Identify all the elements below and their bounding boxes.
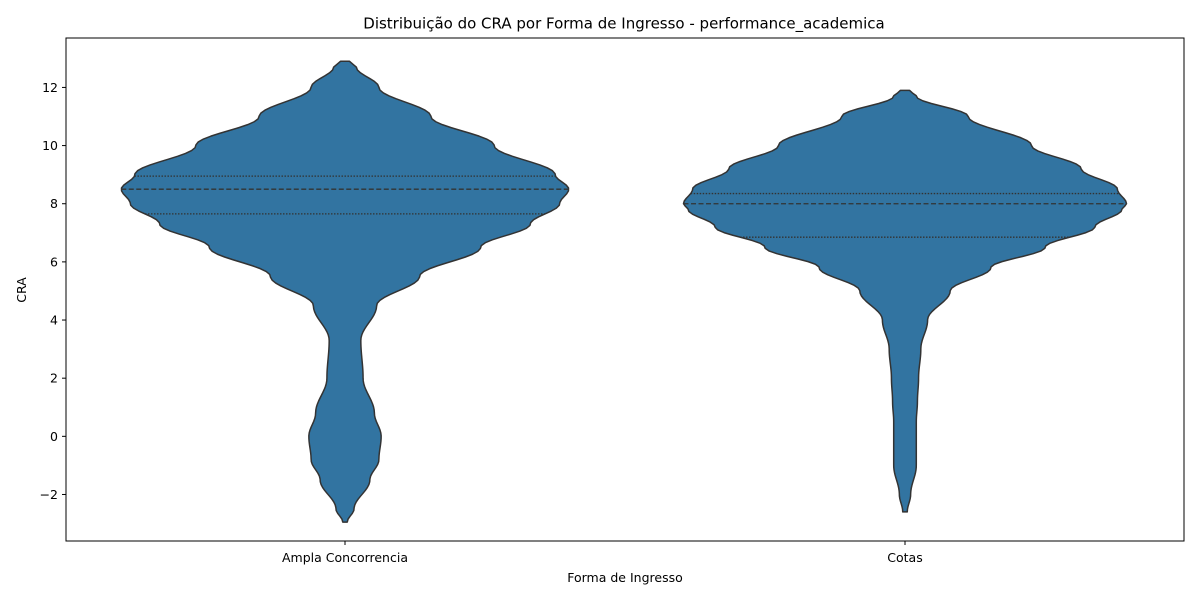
violins-layer: [120, 60, 1128, 523]
y-tick-label: 4: [50, 313, 58, 328]
violin-ampla-concorrencia: [120, 60, 570, 523]
y-tick-label: 6: [50, 254, 58, 269]
x-axis: Ampla Concorrencia Cotas: [282, 541, 923, 565]
y-tick-label: −2: [40, 487, 58, 502]
y-tick-label: 12: [42, 80, 58, 95]
plot-frame: [65, 37, 1185, 542]
y-tick-label: 8: [50, 196, 58, 211]
y-axis-label: CRA: [14, 277, 29, 303]
y-axis: −2 0 2 4 6 8 10 12: [40, 80, 66, 502]
y-tick-label: 0: [50, 429, 58, 444]
quartile-lines-layer: [121, 175, 1127, 238]
violin-cotas: [682, 89, 1128, 513]
x-axis-label: Forma de Ingresso: [567, 570, 683, 585]
y-tick-label: 2: [50, 371, 58, 386]
y-tick-label: 10: [42, 138, 58, 153]
x-tick-label: Ampla Concorrencia: [282, 550, 408, 565]
x-tick-label: Cotas: [887, 550, 922, 565]
chart-title: Distribuição do CRA por Forma de Ingress…: [363, 15, 884, 34]
